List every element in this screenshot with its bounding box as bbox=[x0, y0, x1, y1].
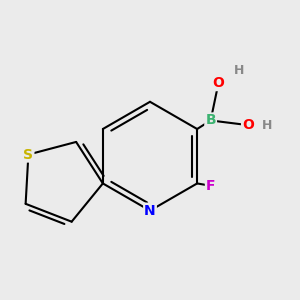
Text: O: O bbox=[242, 118, 254, 132]
Text: F: F bbox=[206, 179, 215, 193]
Text: O: O bbox=[212, 76, 224, 90]
Text: N: N bbox=[144, 204, 156, 218]
Text: S: S bbox=[23, 148, 33, 161]
Text: B: B bbox=[205, 113, 216, 128]
Text: H: H bbox=[262, 118, 272, 132]
Text: H: H bbox=[233, 64, 244, 77]
